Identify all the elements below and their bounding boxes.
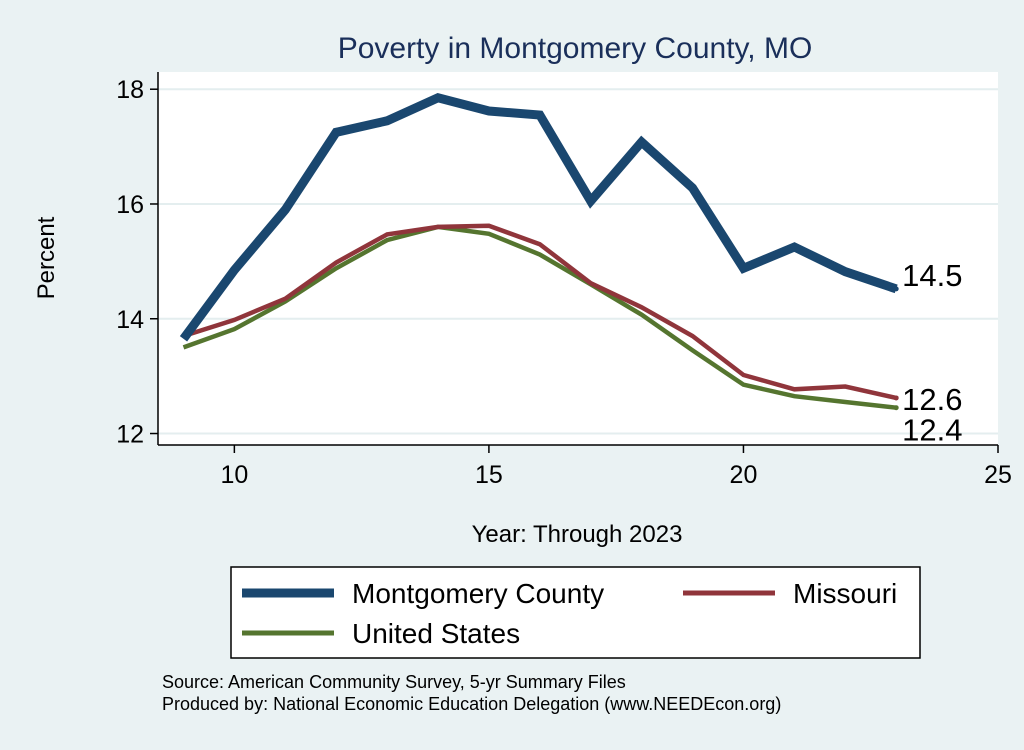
gridlines	[158, 88, 998, 435]
x-tick-label-10: 10	[220, 461, 248, 489]
source-note: Source: American Community Survey, 5-yr …	[162, 672, 626, 692]
chart-title: Poverty in Montgomery County, MO	[338, 32, 813, 65]
x-axis-label: Year: Through 2023	[472, 521, 683, 548]
plot-area	[158, 72, 998, 445]
end-point-united-states	[893, 405, 899, 411]
end-label-united-states: 12.4	[902, 413, 962, 448]
series-line-united-states	[182, 224, 897, 410]
y-axis-label: Percent	[33, 216, 60, 299]
x-tick-label-15: 15	[475, 461, 503, 489]
legend-box	[230, 566, 921, 659]
x-tick-label-25: 25	[984, 461, 1012, 489]
produced-by-note: Produced by: National Economic Education…	[162, 694, 781, 714]
legend-label-missouri: Missouri	[793, 578, 897, 609]
legend: Montgomery County Missouri United States	[230, 566, 921, 659]
y-tick-label-16: 16	[116, 191, 144, 219]
legend-label-united-states: United States	[352, 618, 520, 649]
legend-label-montgomery-county: Montgomery County	[352, 578, 604, 609]
end-label-missouri: 12.6	[902, 382, 962, 417]
series-layer	[179, 93, 898, 410]
x-tick-label-20: 20	[730, 461, 758, 489]
y-tick-label-18: 18	[116, 76, 144, 104]
series-line-missouri	[182, 223, 897, 401]
y-tick-label-12: 12	[116, 421, 144, 449]
end-labels: 14.5 12.612.4	[893, 258, 963, 448]
end-point-montgomery-county	[893, 286, 899, 292]
end-point-missouri	[893, 395, 899, 401]
end-label-montgomery-county: 14.5	[902, 258, 962, 293]
series-line-montgomery-county	[179, 93, 898, 342]
y-tick-label-14: 14	[116, 306, 144, 334]
axes: 12 14 16 18 10 15 20 25	[116, 72, 1012, 489]
